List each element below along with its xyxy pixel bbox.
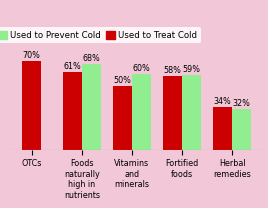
Bar	[113, 86, 132, 150]
Text: 68%: 68%	[83, 53, 100, 62]
Bar	[232, 109, 251, 150]
Text: 58%: 58%	[163, 66, 181, 75]
Text: 60%: 60%	[133, 64, 150, 73]
Bar	[82, 63, 101, 150]
Text: 34%: 34%	[214, 97, 232, 106]
Bar	[132, 74, 151, 150]
Text: 59%: 59%	[183, 65, 200, 74]
Bar	[22, 61, 41, 150]
Text: 50%: 50%	[113, 76, 131, 85]
Bar	[182, 75, 201, 150]
Bar	[163, 76, 182, 150]
Text: 32%: 32%	[233, 99, 251, 108]
Legend: Used to Prevent Cold, Used to Treat Cold: Used to Prevent Cold, Used to Treat Cold	[0, 27, 201, 43]
Bar	[213, 107, 232, 150]
Text: 61%: 61%	[64, 62, 81, 71]
Text: 70%: 70%	[23, 51, 41, 60]
Bar	[63, 72, 82, 150]
